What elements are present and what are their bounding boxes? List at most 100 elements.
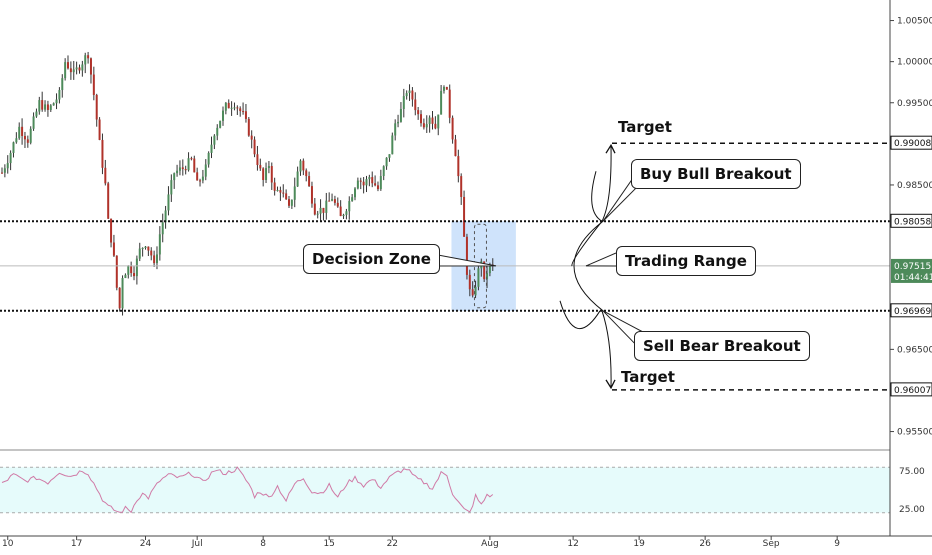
candle-body: [282, 192, 285, 194]
candle-body: [388, 154, 391, 158]
candle-body: [190, 158, 193, 160]
candle-body: [454, 139, 457, 157]
candle-body: [442, 86, 445, 91]
time-tick-label: 15: [323, 539, 334, 549]
price-tick-label: 1.00500: [897, 17, 932, 27]
candle-body: [141, 247, 144, 249]
price-tick-label: 1.00000: [897, 58, 932, 68]
candle-body: [342, 214, 345, 217]
candle-body: [348, 201, 351, 212]
target-down-label: Target: [621, 368, 675, 386]
target-up-label: Target: [618, 118, 672, 136]
candle-body: [155, 254, 158, 264]
candle-body: [219, 120, 222, 128]
candle-body: [351, 197, 354, 202]
candle-body: [15, 138, 18, 143]
candle-body: [397, 121, 400, 124]
candle-body: [394, 123, 397, 136]
candle-body: [448, 89, 451, 118]
price-tick-label: 0.95500: [897, 428, 932, 438]
bar-countdown: 01:44:41: [894, 273, 932, 283]
candle-body: [46, 104, 49, 110]
candle-body: [420, 114, 423, 124]
time-tick-label: 24: [140, 539, 152, 549]
candle-body: [313, 203, 316, 215]
candle-body: [391, 135, 394, 155]
candle-body: [267, 166, 270, 169]
lower-level-tag: [890, 303, 932, 318]
candle-body: [325, 200, 328, 213]
candle-body: [127, 265, 130, 275]
candle-body: [425, 124, 428, 128]
candle-body: [465, 236, 468, 275]
candle-body: [150, 250, 153, 256]
candle-body: [121, 278, 124, 309]
candle-body: [354, 188, 357, 198]
candle-body: [371, 177, 374, 184]
candle-body: [451, 117, 454, 140]
breakout-curve-left: [591, 171, 603, 222]
candle-body: [293, 186, 296, 200]
candle-body: [308, 176, 311, 187]
time-tick-label: Jul: [191, 539, 203, 549]
candle-body: [434, 123, 437, 129]
candle-body: [322, 207, 325, 213]
candle-body: [69, 68, 72, 73]
candle-body: [247, 118, 250, 136]
rsi-line: [1, 466, 494, 514]
candle-body: [440, 90, 443, 115]
candle-body: [81, 64, 84, 71]
time-tick-label: 17: [71, 539, 82, 549]
candle-body: [61, 78, 64, 91]
candle-body: [130, 265, 133, 274]
candle-body: [296, 171, 299, 187]
candle-body: [408, 90, 411, 94]
candle-body: [133, 273, 136, 277]
candle-body: [138, 248, 141, 259]
candle-body: [44, 104, 47, 110]
candle-body: [471, 289, 474, 296]
candle-body: [276, 190, 279, 192]
candle-body: [118, 287, 121, 309]
candle-body: [153, 255, 156, 264]
candle-body: [417, 110, 420, 115]
candle-body: [35, 111, 38, 117]
candle-body: [144, 246, 147, 248]
candle-body: [204, 164, 207, 177]
candle-body: [1, 172, 3, 174]
candle-body: [290, 199, 293, 206]
candle-body: [477, 268, 480, 287]
candle-body: [376, 185, 379, 190]
candle-body: [29, 128, 32, 143]
candle-body: [285, 193, 288, 200]
candle-body: [486, 273, 489, 280]
target-up-tag: [890, 135, 932, 150]
time-tick-label: 12: [567, 539, 578, 549]
candle-body: [9, 152, 12, 164]
range-bracket: [573, 220, 604, 312]
candle-body: [368, 177, 371, 180]
candle-body: [411, 90, 414, 100]
candle-body: [176, 170, 179, 174]
candle-body: [98, 119, 101, 140]
bull-arrow-line: [601, 146, 612, 222]
candle-body: [262, 168, 265, 181]
candle-body: [64, 62, 67, 79]
price-tick-label: 0.98500: [897, 181, 932, 191]
target-down-value: 0.96007: [894, 386, 931, 396]
candle-body: [250, 135, 253, 140]
candle-body: [230, 107, 233, 109]
candle-body: [6, 163, 9, 169]
trading-range-label: Trading Range: [616, 246, 756, 276]
candle-body: [227, 102, 230, 109]
candle-body: [362, 181, 365, 186]
candle-body: [239, 108, 242, 112]
rsi-tick-label: 75.00: [899, 467, 925, 477]
candle-body: [84, 55, 87, 65]
candle-body: [199, 180, 202, 182]
candle-body: [463, 196, 466, 237]
candle-body: [3, 168, 6, 173]
candle-body: [422, 123, 425, 128]
candle-body: [428, 117, 431, 125]
